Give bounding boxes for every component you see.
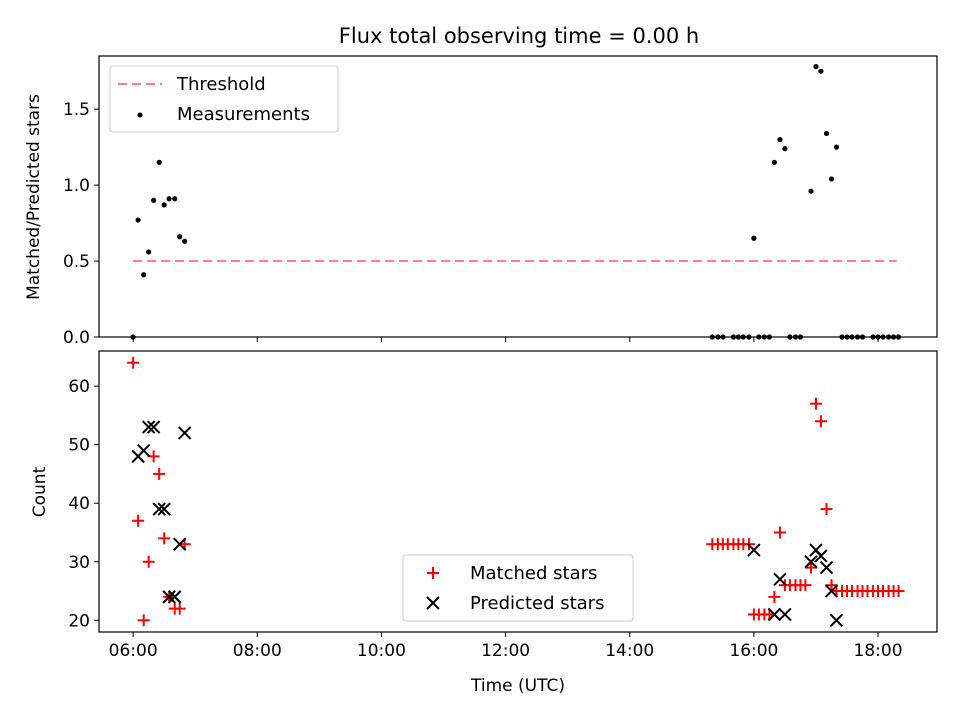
matched-star-point [773,526,786,539]
predicted-star-point [773,572,787,587]
bottom-legend-frame [402,554,634,622]
predicted-star-point [824,584,839,598]
measurement-point [751,235,757,241]
matched-star-point [142,555,155,568]
matched-star-point [127,356,140,369]
predicted-star-point [819,560,834,575]
predicted-star-point [814,549,828,563]
measurement-point [808,188,814,194]
matched-star-point [158,532,171,545]
matched-star-point [814,415,827,428]
bottom-ytick-label: 50 [68,436,90,456]
predicted-star-point [177,426,192,440]
legend-predicted-swatch [426,596,440,610]
measurement-point [172,196,178,202]
legend-threshold-label: Threshold [176,74,266,95]
legend-matched-label: Matched stars [470,563,597,584]
bottom-ytick-label: 60 [68,377,90,397]
bottom-ytick-label: 20 [68,611,90,631]
measurement-point [146,249,152,255]
matched-star-point [153,467,166,480]
predicted-star-point [829,613,844,627]
bottom-ylabel: Count [30,466,50,517]
bottom-ytick-label: 40 [68,494,90,514]
bottom-xtick-label: 10:00 [357,641,406,661]
measurement-point [177,234,183,240]
predicted-star-point [804,555,818,569]
predicted-star-point [136,443,151,458]
matched-star-point [809,397,822,410]
bottom-axes-frame [98,350,938,633]
matched-star-point [804,561,817,574]
bottom-xtick-label: 14:00 [605,641,654,661]
bottom-xtick-label: 12:00 [481,641,530,661]
top-ytick-label: 0.0 [63,328,90,348]
top-axes-frame [98,55,938,338]
legend-measurements-swatch [137,112,143,118]
legend-measurements-label: Measurements [177,104,310,125]
matched-star-point [137,614,150,627]
bottom-xtick-label: 06:00 [109,641,158,661]
top-ytick-label: 1.5 [63,100,90,120]
top-legend-frame [109,65,339,133]
predicted-star-point [172,537,187,551]
chart-title: Flux total observing time = 0.00 h [339,24,699,48]
bottom-plot-content [127,356,905,627]
matched-star-point [799,579,812,592]
predicted-star-point [152,502,166,516]
measurement-point [156,159,162,165]
measurement-point [823,130,830,137]
top-panel: 0.0 0.5 1.0 1.5 Matched/Predicted stars Thr… [24,55,938,348]
measurement-point [833,144,840,150]
matched-star-point [768,590,781,603]
legend-matched-swatch [427,567,439,579]
bottom-xtick-label: 08:00 [233,641,282,661]
top-axes-ticks: 0.0 0.5 1.0 1.5 [63,100,879,348]
legend-predicted-label: Predicted stars [470,593,604,614]
top-legend: Threshold Measurements [109,65,339,133]
measurement-point [818,68,824,74]
measurement-point [828,176,835,182]
matched-star-point [132,514,145,527]
bottom-xtick-label: 16:00 [729,641,778,661]
predicted-star-point [778,607,792,622]
measurement-point [151,197,157,203]
predicted-star-point [767,607,782,622]
predicted-star-point [146,420,161,434]
top-ytick-label: 0.5 [63,252,90,272]
measurement-point [135,217,141,223]
predicted-star-point [162,590,176,604]
top-ylabel: Matched/Predicted stars [24,94,44,300]
measurement-point [777,136,783,143]
matched-star-point [820,503,833,516]
bottom-xlabel: Time (UTC) [470,676,565,696]
predicted-star-point [157,502,171,516]
predicted-star-point [141,420,156,434]
matched-star-point [173,602,186,615]
bottom-axes-ticks: 20 30 40 50 60 06:00 08:00 10:00 12:00 14:00 16:00… [68,377,902,661]
measurement-point [161,202,167,208]
predicted-star-point [747,543,761,557]
bottom-legend: Matched stars Predicted stars [402,554,634,622]
bottom-panel: 20 30 40 50 60 06:00 08:00 10:00 12:00 14:00 16:00… [30,350,938,696]
bottom-xtick-label: 18:00 [854,641,903,661]
bottom-ytick-label: 30 [68,553,90,573]
top-ytick-label: 1.0 [63,176,90,196]
measurement-point [771,159,777,165]
predicted-star-point [168,590,182,604]
measurement-point [141,272,147,278]
measurement-point [166,196,172,202]
measurement-point [813,64,819,70]
measurement-point [182,238,188,244]
measurement-point [782,146,788,152]
matched-star-point [892,585,905,598]
